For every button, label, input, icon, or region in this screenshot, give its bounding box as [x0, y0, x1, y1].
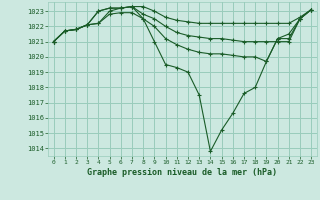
X-axis label: Graphe pression niveau de la mer (hPa): Graphe pression niveau de la mer (hPa) [87, 168, 277, 177]
